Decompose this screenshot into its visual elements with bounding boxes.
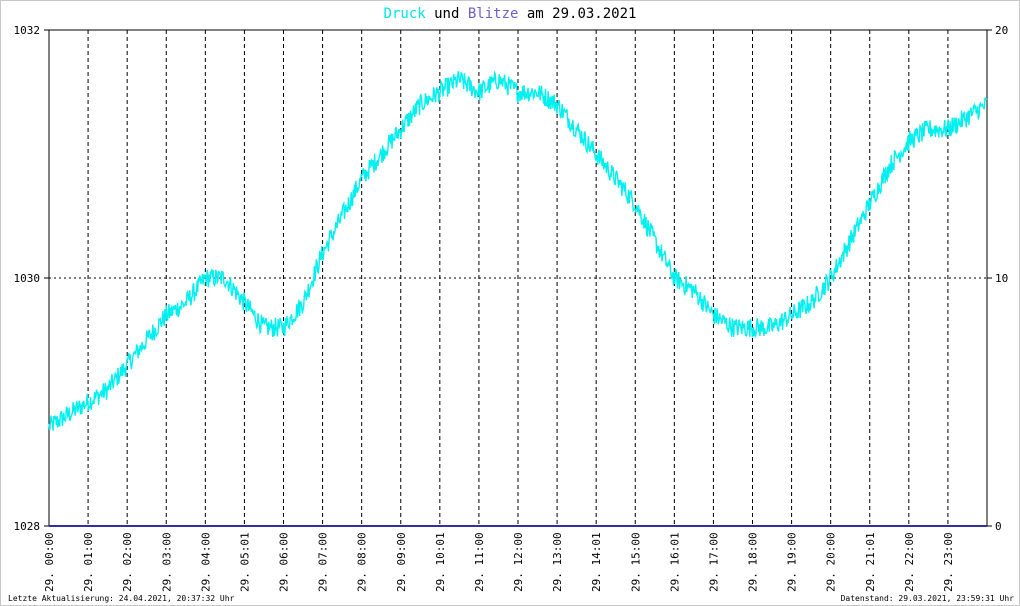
x-tick-label: 29. 06:00 — [278, 532, 291, 592]
footer-right: Datenstand: 29.03.2021, 23:59:31 Uhr — [841, 594, 1015, 603]
x-tick-label: 29. 18:00 — [747, 532, 760, 592]
y-left-tick-label: 1032 — [14, 24, 41, 37]
x-tick-label: 29. 00:00 — [43, 532, 56, 592]
title-part-0: Druck — [384, 6, 427, 22]
x-tick-label: 29. 14:01 — [590, 532, 603, 592]
x-tick-label: 29. 10:01 — [434, 532, 447, 592]
x-tick-label: 29. 20:00 — [825, 532, 838, 592]
y-right-tick-label: 20 — [995, 24, 1008, 37]
title-part-2: Blitze — [468, 6, 519, 22]
y-right-ticks: 20 10 0 — [987, 24, 1008, 533]
x-tick-label: 29. 16:01 — [668, 532, 681, 592]
x-tick-label: 29. 02:00 — [121, 532, 134, 592]
x-tick-label: 29. 15:00 — [629, 532, 642, 592]
x-tick-label: 29. 01:00 — [82, 532, 95, 592]
y-right-tick-label: 0 — [995, 520, 1002, 533]
x-tick-label: 29. 22:00 — [903, 532, 916, 592]
x-tick-label: 29. 03:00 — [160, 532, 173, 592]
x-tick-label: 29. 17:00 — [707, 532, 720, 592]
x-tick-label: 29. 07:00 — [317, 532, 330, 592]
x-tick-label: 29. 21:01 — [864, 532, 877, 592]
series-layer — [48, 70, 988, 527]
series-druck-trace — [48, 70, 988, 431]
x-ticks: 29. 00:00 29. 01:00 29. 02:00 29. 03:00 29. … — [43, 532, 955, 592]
y-left-tick-label: 1028 — [14, 520, 41, 533]
grid-lines — [49, 29, 987, 526]
x-tick-label: 29. 04:00 — [199, 532, 212, 592]
x-tick-label: 29. 23:00 — [942, 532, 955, 592]
x-tick-label: 29. 08:00 — [356, 532, 369, 592]
x-tick-label: 29. 09:00 — [395, 532, 408, 592]
y-left-ticks: 1032 1030 1028 — [14, 24, 49, 533]
title-part-1: und — [426, 6, 468, 22]
x-tick-label: 29. 13:00 — [551, 532, 564, 592]
footer-left: Letzte Aktualisierung: 24.04.2021, 20:37… — [8, 594, 235, 603]
y-right-tick-label: 10 — [995, 272, 1008, 285]
x-tick-label: 29. 05:01 — [238, 532, 251, 592]
title-part-3: am 29.03.2021 — [518, 6, 636, 22]
x-tick-label: 29. 19:00 — [786, 532, 799, 592]
chart-title: Druck und Blitze am 29.03.2021 — [384, 6, 637, 22]
x-tick-label: 29. 11:00 — [473, 532, 486, 592]
y-left-tick-label: 1030 — [14, 272, 41, 285]
x-tick-label: 29. 12:00 — [512, 532, 525, 592]
